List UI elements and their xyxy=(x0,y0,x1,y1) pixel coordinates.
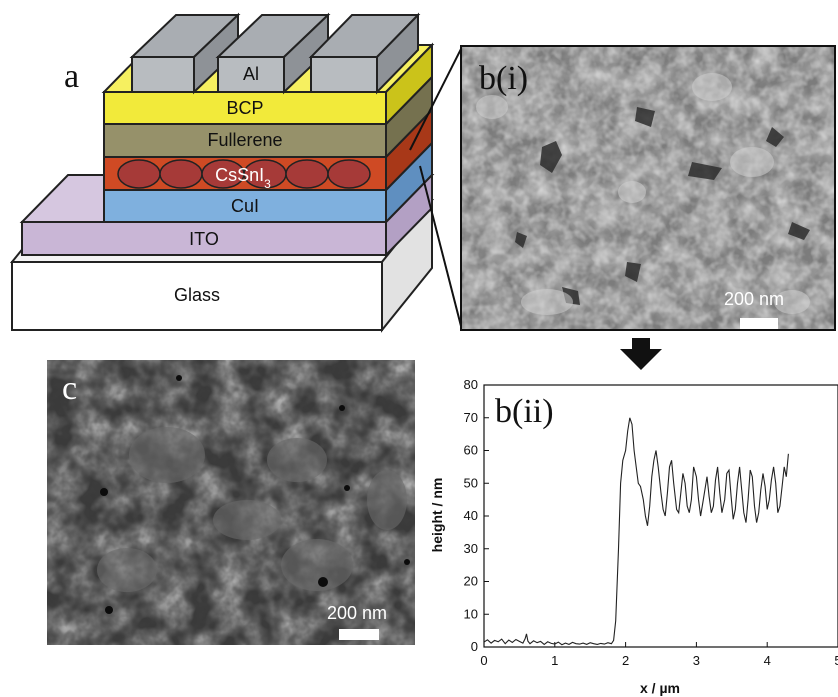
glass-label: Glass xyxy=(174,285,220,305)
al-electrode xyxy=(308,12,421,95)
panel-bi-label: b(i) xyxy=(479,60,529,97)
y-tick-label: 40 xyxy=(464,508,478,523)
panel-bii-label: b(ii) xyxy=(495,393,554,430)
panel-a-letter: a xyxy=(64,58,80,95)
sem-image-bi: b(i) 200 nm xyxy=(460,45,836,331)
sem-texture-c xyxy=(47,360,415,645)
perovskite-label: CsSnI3 xyxy=(215,165,271,191)
x-tick-label: 1 xyxy=(551,653,558,668)
height-profile-line xyxy=(483,417,789,646)
perovskite-grain xyxy=(285,159,329,189)
x-axis-title: x / µm xyxy=(640,680,680,696)
fullerene-layer: Fullerene xyxy=(103,74,433,160)
perovskite-grain xyxy=(159,159,203,189)
sem-texture-bi xyxy=(462,47,834,329)
ito-front-face xyxy=(21,221,387,256)
zoom-line-bottom xyxy=(419,165,460,327)
height-profile-chart: 0 10 20 30 40 50 60 70 80 0 1 2 3 4 5 b(ii) x / µm he… xyxy=(429,377,838,696)
glass-front-face xyxy=(11,261,383,331)
y-tick-label: 10 xyxy=(464,606,478,621)
y-tick-label: 50 xyxy=(464,475,478,490)
electrode-front-face xyxy=(217,56,285,93)
scale-bar-label-c: 200 nm xyxy=(327,603,388,623)
fullerene-label: Fullerene xyxy=(207,130,282,150)
bcp-front-face xyxy=(103,91,387,125)
down-arrow-icon xyxy=(620,338,662,370)
y-tick-label: 60 xyxy=(464,443,478,458)
y-axis-title: height / nm xyxy=(429,478,445,553)
zoom-line-top xyxy=(409,48,460,151)
y-tick-label: 30 xyxy=(464,541,478,556)
x-tick-label: 4 xyxy=(764,653,771,668)
y-tick-label: 70 xyxy=(464,410,478,425)
x-tick-label: 5 xyxy=(834,653,838,668)
x-tick-label: 0 xyxy=(480,653,487,668)
al-electrode xyxy=(129,12,241,95)
al-electrode: Al xyxy=(215,12,331,95)
panel-c-label: c xyxy=(62,370,78,407)
bcp-label: BCP xyxy=(226,98,263,118)
electrode-front-face xyxy=(131,56,195,93)
y-tick-label: 0 xyxy=(471,639,478,654)
perovskite-layer: CsSnI3 xyxy=(103,107,433,193)
sem-image-c: c 200 nm xyxy=(47,360,415,645)
perovskite-grain xyxy=(327,159,371,189)
perovskite-grain xyxy=(117,159,161,189)
ito-label: ITO xyxy=(189,229,219,249)
scale-bar-c xyxy=(339,629,379,640)
y-tick-label: 20 xyxy=(464,574,478,589)
x-tick-label: 2 xyxy=(622,653,629,668)
x-tick-label: 3 xyxy=(693,653,700,668)
scale-bar-label-bi: 200 nm xyxy=(724,289,785,309)
al-label: Al xyxy=(243,64,259,84)
electrode-front-face xyxy=(310,56,378,93)
device-stack-diagram: Glass ITO CuI CsSnI3 Fullerene BCP xyxy=(9,12,460,333)
cui-label: CuI xyxy=(231,196,259,216)
y-tick-label: 80 xyxy=(464,377,478,392)
scale-bar-bi xyxy=(740,318,778,329)
